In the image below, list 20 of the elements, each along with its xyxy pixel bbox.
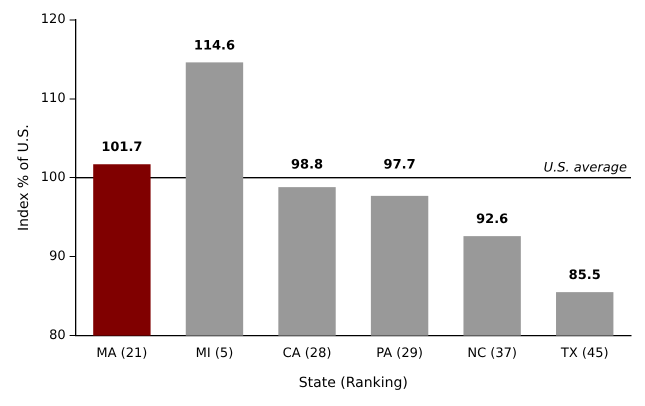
y-tick-label: 80: [49, 328, 66, 343]
data-label: 114.6: [194, 38, 236, 54]
y-axis-title: Index % of U.S.: [16, 124, 32, 232]
y-tick-label: 120: [40, 12, 66, 28]
x-tick-label: CA (28): [282, 346, 332, 361]
x-tick-label: NC (37): [467, 346, 517, 361]
x-tick-label: PA (29): [376, 346, 423, 361]
y-tick-label: 90: [49, 249, 66, 264]
data-label: 101.7: [101, 140, 142, 156]
x-tick-label: TX (45): [560, 346, 609, 361]
x-tick-label: MI (5): [196, 346, 234, 361]
y-tick-label: 100: [40, 170, 66, 186]
data-label: 85.5: [568, 268, 601, 284]
data-label: 97.7: [384, 158, 416, 173]
data-label: 98.8: [290, 158, 324, 173]
ref-line-label: U.S. average: [544, 160, 627, 176]
x-axis-title: State (Ranking): [298, 375, 408, 392]
x-tick-label: MA (21): [96, 346, 148, 361]
data-label: 92.6: [476, 212, 508, 227]
y-tick-label: 110: [40, 91, 66, 106]
